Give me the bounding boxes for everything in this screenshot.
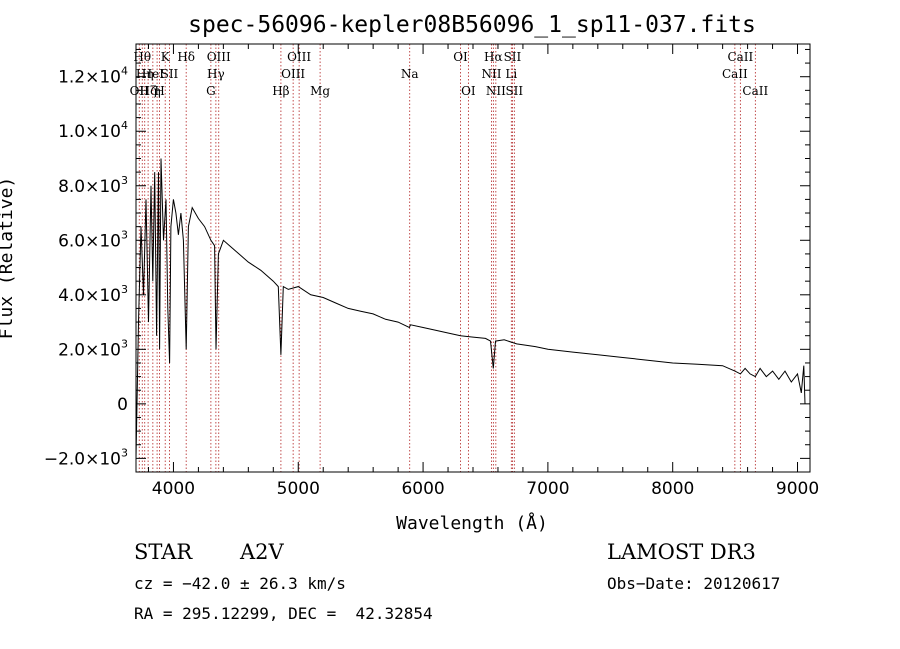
- spectral-line-label: Mg: [310, 84, 330, 98]
- spectral-line-label: Hθ: [133, 50, 151, 64]
- plot-frame: [135, 43, 811, 473]
- spectral-line-label: Hζ: [140, 84, 157, 98]
- spectral-line-markers: [138, 44, 756, 472]
- spectral-line-label: SII: [505, 84, 523, 98]
- y-tick-label: 4.0×103: [58, 283, 128, 306]
- y-axis-label: Flux (Relative): [0, 177, 17, 340]
- spectral-line-label: OI: [453, 50, 468, 64]
- y-tick-label: 6.0×103: [58, 228, 128, 251]
- spectral-line-labels: OII Hθ Hη Hζ HeI ηH K SII Hδ G Hγ OIII Hβ OIII OIII Mg N…: [130, 50, 769, 98]
- spectral-line-label: SII: [161, 67, 179, 81]
- x-axis-label: Wavelength (Å): [396, 512, 548, 534]
- x-tick-label: 8000: [651, 479, 694, 499]
- spectral-line-label: CaII: [742, 84, 768, 98]
- spectral-line-label: G: [206, 84, 216, 98]
- x-tick-label: 5000: [277, 479, 320, 499]
- spectral-line-label: HeI: [142, 67, 165, 81]
- y-axis-ticks: −2.0×103 0 2.0×103 4.0×103 6.0×103 8.0×103 1.0…: [44, 48, 810, 473]
- x-tick-label: 7000: [526, 479, 569, 499]
- redshift-cz: cz = −42.0 ± 26.3 km/s: [134, 574, 346, 593]
- y-tick-label: 0: [117, 395, 128, 415]
- spectral-line-label: OIII: [207, 50, 231, 64]
- spectral-line-label: Hγ: [207, 67, 225, 81]
- y-tick-label: 8.0×103: [58, 174, 128, 197]
- spectral-line-label: Hβ: [272, 84, 289, 98]
- y-tick-label: 1.0×104: [58, 119, 128, 142]
- spectral-line-label: OIII: [281, 67, 305, 81]
- spectral-line-label: OII: [130, 84, 150, 98]
- chart-title: spec-56096-kepler08B56096_1_sp11-037.fit…: [188, 12, 756, 38]
- flux-series-line: [135, 158, 806, 459]
- spectral-line-label: OIII: [287, 50, 311, 64]
- spectral-line-label: Hδ: [177, 50, 195, 64]
- object-subclass: A2V: [240, 540, 284, 564]
- survey-name: LAMOST DR3: [607, 540, 756, 564]
- spectral-line-label: CaII: [722, 67, 748, 81]
- spectral-line-label: SII: [504, 50, 522, 64]
- object-class: STAR: [134, 540, 193, 564]
- x-axis-ticks: 4000 5000 6000 7000 8000 9000: [147, 44, 819, 499]
- spectral-line-label: OI: [461, 84, 476, 98]
- spectral-line-label: η: [153, 84, 160, 98]
- observation-date: Obs−Date: 20120617: [607, 574, 781, 593]
- y-tick-label: 1.2×104: [58, 65, 128, 88]
- spectral-line-label: NII: [481, 67, 501, 81]
- spectral-line-label: CaII: [727, 50, 753, 64]
- spectral-line-label: Hη: [136, 67, 154, 81]
- spectral-line-label: H: [154, 84, 164, 98]
- y-tick-label: −2.0×103: [44, 446, 128, 469]
- y-tick-label: 2.0×103: [58, 337, 128, 360]
- spectral-line-label: Li: [505, 67, 517, 81]
- spectral-line-label: Na: [401, 67, 419, 81]
- x-tick-label: 4000: [152, 479, 195, 499]
- x-tick-label: 6000: [401, 479, 444, 499]
- x-tick-label: 9000: [776, 479, 819, 499]
- spectral-line-label: Hα: [484, 50, 503, 64]
- spectral-line-label: NII: [486, 84, 506, 98]
- coordinates: RA = 295.12299, DEC = 42.32854: [134, 604, 433, 623]
- spectral-line-label: K: [161, 50, 171, 64]
